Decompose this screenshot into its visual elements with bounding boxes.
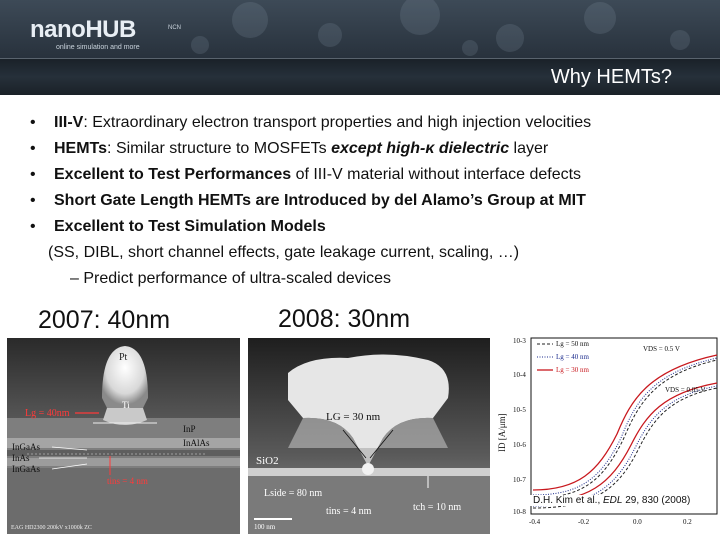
bullet-item: Excellent to Test Simulation Models xyxy=(30,214,710,240)
pt-label: Pt xyxy=(119,352,128,363)
bullet-bold: Short Gate Length HEMTs are Introduced b… xyxy=(54,192,586,209)
tins-label: tins = 4 nm xyxy=(326,506,372,517)
citation: D.H. Kim et al., EDL 29, 830 (2008) xyxy=(530,495,694,506)
lg-label: Lg = 40nm xyxy=(25,408,70,419)
nanohub-logo[interactable]: nanoHUB online simulation and more NCN xyxy=(30,16,181,52)
xtick-label: 0.2 xyxy=(683,518,692,526)
xtick-label: -0.2 xyxy=(578,518,590,526)
citation-journal: EDL xyxy=(603,495,623,506)
citation-authors: D.H. Kim et al., xyxy=(533,495,604,506)
sio2-label: SiO2 xyxy=(256,455,279,467)
ti-label: Ti xyxy=(122,400,130,410)
vds-low-label: VDS = 0.05 V xyxy=(665,386,705,394)
logo-partner: NCN xyxy=(168,25,181,31)
bullet-list: III-V: Extraordinary electron transport … xyxy=(30,110,710,292)
bullet-bold: HEMTs xyxy=(54,140,108,157)
tem-image-2008: LG = 30 nm SiO2 Lside = 80 nm tins = 4 n… xyxy=(248,338,490,534)
id-vg-plot: 10-3 10-4 10-5 10-6 10-7 10-8 -0.4 -0.2 … xyxy=(493,330,720,540)
inp-label: InP xyxy=(183,424,196,434)
banner-texture xyxy=(191,0,690,56)
curve-lg30-low xyxy=(532,382,718,503)
citation-volume: 29, 830 (2008) xyxy=(622,495,691,506)
year-label-2008: 2008: 30nm xyxy=(278,305,411,333)
tem-footer: EAG HD2300 200kV x1000k ZC xyxy=(11,525,92,531)
curve-lg50-low xyxy=(532,387,718,509)
ytick-label: 10-7 xyxy=(513,476,526,484)
ytick-label: 10-3 xyxy=(513,337,526,345)
bullet-tail: layer xyxy=(509,140,549,157)
plot-ylabel: ID [A/μm] xyxy=(497,413,507,452)
logo-tagline: online simulation and more xyxy=(56,44,140,51)
scale-bar-label: 100 nm xyxy=(254,523,276,531)
legend-lg30: Lg = 30 nm xyxy=(556,366,589,374)
bullet-text: : Similar structure to MOSFETs xyxy=(107,140,332,157)
bullet-item: Excellent to Test Performances of III-V … xyxy=(30,162,710,188)
bullet-item: III-V: Extraordinary electron transport … xyxy=(30,110,710,136)
curve-lg50-high xyxy=(532,359,718,499)
bullet-bold-italic: except high-κ dielectric xyxy=(331,140,510,157)
curve-lg40-low xyxy=(532,385,718,507)
tem-image-2007: Pt Ti Lg = 40nm InP InAlAs InGaAs InAs I… xyxy=(7,338,240,534)
bullet-bold: Excellent to Test Performances xyxy=(54,166,292,183)
ytick-label: 10-6 xyxy=(513,441,526,449)
layer-label: InGaAs xyxy=(12,464,40,474)
ytick-label: 10-8 xyxy=(513,508,526,516)
lg-label: LG = 30 nm xyxy=(326,411,381,423)
bullet-subline: (SS, DIBL, short channel effects, gate l… xyxy=(48,244,520,261)
bullet-item: Short Gate Length HEMTs are Introduced b… xyxy=(30,188,710,214)
inalas-label: InAlAs xyxy=(183,438,210,448)
lside-label: Lside = 80 nm xyxy=(264,488,322,499)
tch-label: tch = 10 nm xyxy=(413,502,461,513)
logo-text: nanoHUB xyxy=(30,16,136,43)
tins-label: tins = 4 nm xyxy=(107,476,148,486)
layer-label: InGaAs xyxy=(12,442,40,452)
legend-lg50: Lg = 50 nm xyxy=(556,340,589,348)
slide-title: Why HEMTs? xyxy=(550,66,672,88)
curve-lg40-high xyxy=(532,357,718,496)
ytick-label: 10-5 xyxy=(513,406,526,414)
year-label-2007: 2007: 40nm xyxy=(38,306,171,334)
xtick-label: 0.0 xyxy=(633,518,642,526)
bullet-text: of III-V material without interface defe… xyxy=(291,166,582,183)
bullet-text: : Extraordinary electron transport prope… xyxy=(83,114,592,131)
ytick-label: 10-4 xyxy=(513,371,526,379)
layer-label: InAs xyxy=(12,453,30,463)
bullet-dash-line: – Predict performance of ultra-scaled de… xyxy=(70,270,392,287)
bullet-bold: Excellent to Test Simulation Models xyxy=(54,218,326,235)
curve-lg30-high xyxy=(532,354,718,491)
bullet-item: HEMTs: Similar structure to MOSFETs exce… xyxy=(30,136,710,162)
vds-high-label: VDS = 0.5 V xyxy=(643,345,680,353)
header-banner: nanoHUB online simulation and more NCN W… xyxy=(0,0,720,95)
title-band: Why HEMTs? xyxy=(0,58,720,95)
legend-lg40: Lg = 40 nm xyxy=(556,353,589,361)
bullet-bold: III-V xyxy=(54,114,84,131)
xtick-label: -0.4 xyxy=(529,518,541,526)
